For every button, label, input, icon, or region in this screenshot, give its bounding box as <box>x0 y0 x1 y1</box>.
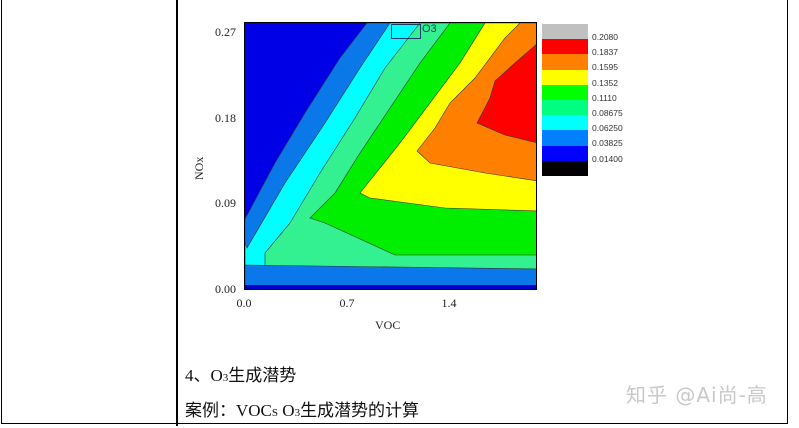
legend-swatch <box>542 130 588 146</box>
legend-swatch <box>542 69 588 85</box>
y-tick-label: 0.27 <box>215 25 236 39</box>
legend-swatch <box>542 39 588 55</box>
legend-label: 0.01400 <box>592 153 623 164</box>
heading-o3-subscript: 3 <box>222 372 229 384</box>
case-vocs-subscript: S <box>271 407 279 419</box>
contour-plot-area <box>244 22 537 290</box>
x-tick-label: 0.0 <box>236 296 252 310</box>
y-tick-label: 0.09 <box>215 196 236 210</box>
legend-label: 0.1110 <box>592 92 617 103</box>
table-column-divider <box>176 0 178 426</box>
x-axis-title: VOC <box>375 318 401 332</box>
legend-label: 0.2080 <box>592 32 618 42</box>
y-tick-label: 0.18 <box>215 111 236 125</box>
y-tick-label: 0.00 <box>215 282 236 296</box>
table-frame <box>1 0 788 424</box>
legend-swatch <box>542 54 588 70</box>
case-o3: O <box>278 401 295 420</box>
legend-swatch <box>542 99 588 116</box>
case-text: 生成潜势的计算 <box>300 401 420 420</box>
legend-swatch <box>542 115 588 131</box>
legend-swatch <box>542 24 588 40</box>
plot-label-box <box>391 24 421 39</box>
case-vocs: VOC <box>236 401 272 420</box>
case-line: 案例：VOCS O3生成潜势的计算 <box>185 396 419 421</box>
section-heading: 4、O3生成潜势 <box>185 361 296 386</box>
ozone-contour-svg <box>245 23 536 289</box>
legend-label: 0.08675 <box>592 107 623 118</box>
legend-swatch <box>542 84 588 100</box>
heading-text: 生成潜势 <box>228 366 297 385</box>
plot-label: O3 <box>422 23 437 35</box>
legend-swatch <box>542 145 588 161</box>
legend-label: 0.03825 <box>592 138 623 149</box>
case-prefix: 案例： <box>185 401 236 420</box>
legend-label: 0.1352 <box>592 77 618 88</box>
color-legend <box>542 24 588 176</box>
heading-o3: O <box>210 366 223 385</box>
legend-swatch <box>542 160 588 176</box>
x-tick-label: 0.7 <box>339 296 355 310</box>
legend-label: 0.1837 <box>592 47 618 58</box>
case-o3-subscript: 3 <box>294 407 301 419</box>
legend-labels: 0.2080 0.1837 0.1595 0.1352 0.1110 0.086… <box>592 30 623 167</box>
legend-label: 0.1595 <box>592 62 618 73</box>
watermark: 知乎 @Ai尚-高 <box>626 383 768 407</box>
heading-number: 4、 <box>185 366 211 385</box>
legend-label: 0.06250 <box>592 123 623 134</box>
x-tick-label: 1.4 <box>441 296 457 310</box>
y-axis-title: NOx <box>192 156 206 180</box>
